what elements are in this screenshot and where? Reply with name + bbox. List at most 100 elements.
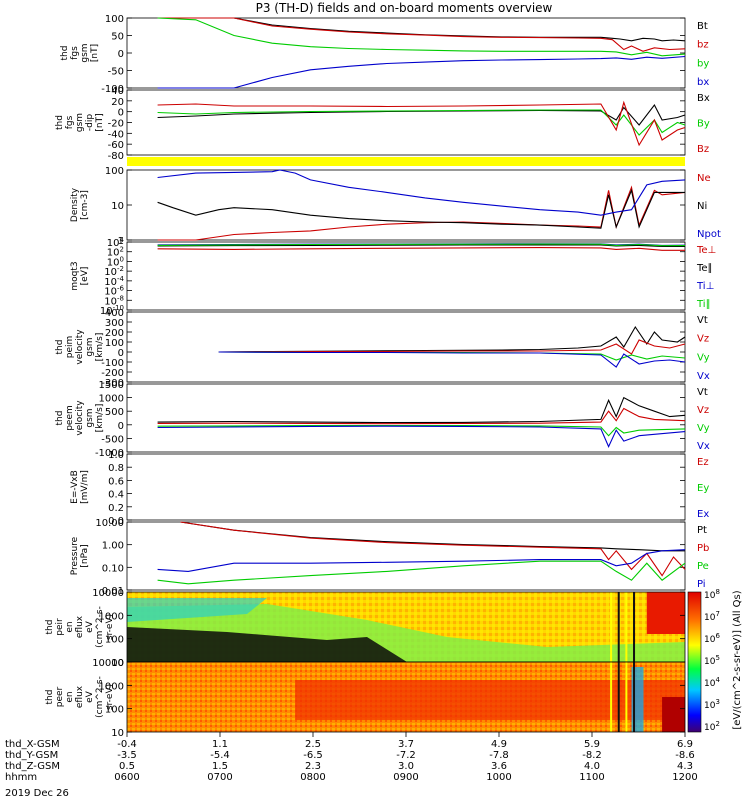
y-tick-label: 1000 (99, 394, 124, 405)
x-axis-value: -3.5 (117, 750, 137, 761)
series-line-bx (157, 55, 686, 89)
y-tick-label: 0.10 (102, 563, 124, 574)
x-axis-value: -8.2 (582, 750, 602, 761)
spectrogram-streak (625, 662, 628, 732)
y-tick-label: 10000 (92, 658, 124, 669)
panel-label-line: fgs (70, 46, 80, 60)
panel-label-line: gsm (75, 113, 85, 132)
x-axis-value: 1000 (486, 772, 511, 783)
legend-entry: Vt (697, 387, 708, 398)
y-tick-label: 20 (111, 97, 124, 108)
legend-entry: Bt (697, 21, 708, 32)
x-axis: thd_X-GSM -0.4 1.1 2.5 3.7 4.9 5.9 6.9 thd_Y-GSM… (5, 732, 698, 783)
panel-label-line: thd (55, 340, 65, 355)
series-line-Bx (157, 103, 686, 126)
series-line-bz (157, 17, 686, 52)
colorbar-tick-label: 106 (704, 632, 720, 645)
y-tick-label: 0 (118, 421, 124, 432)
panel-frame (126, 169, 686, 241)
y-tick-label: 100 (107, 255, 124, 268)
y-tick-label: 10.00 (95, 518, 124, 529)
x-axis-value: 4.0 (584, 761, 600, 772)
x-axis-row-label: thd_Y-GSM (5, 750, 58, 761)
series-line-Bz (157, 100, 686, 147)
legend-entry: Ti∥ (696, 299, 711, 310)
panel-label-line: thd (45, 620, 55, 635)
legend-entry: bz (697, 40, 709, 51)
panel-9: 10000 1000 100 10 thd peir en eflux eV (cm^2-s-sr… (45, 588, 686, 669)
panel-frame (126, 89, 686, 156)
legend-entry: Pe (697, 561, 709, 572)
panel-label-line: thd (55, 411, 65, 426)
y-tick-label: -40 (108, 129, 124, 140)
y-tick-label: 0.4 (108, 490, 124, 501)
panel-label-line: eV (85, 620, 95, 633)
panel-frame (126, 241, 686, 311)
series-line-Vz (157, 407, 686, 425)
separator-bar (127, 157, 685, 166)
panel-label-line: [km/s] (95, 333, 105, 362)
spectrogram-band-red (646, 592, 685, 634)
colorbar-unit: [eV/(cm^2-s-sr-eV)] (All Qs) (732, 590, 743, 729)
x-axis-value: 0.5 (119, 761, 135, 772)
series-line-Vz (218, 339, 686, 355)
y-tick-label: 10000 (92, 588, 124, 599)
legend-entry: Pt (697, 525, 707, 536)
y-tick-label: -500 (101, 434, 124, 445)
panel-label-line: -dip (85, 114, 95, 131)
series-line-Bt (157, 17, 686, 42)
legend-entry: Pb (697, 543, 709, 554)
y-tick-label: 100 (105, 705, 124, 716)
panel-label-line: en (65, 691, 75, 702)
x-axis-value: 4.3 (677, 761, 693, 772)
x-axis-value: 1.5 (212, 761, 228, 772)
panel-6: 1500 1000 500 0 -500 -1000 thd peem velocity gsm[… (55, 380, 710, 459)
x-axis-value: 3.6 (491, 761, 507, 772)
y-tick-label: 0 (118, 49, 124, 60)
x-axis-value: 1.1 (212, 739, 228, 750)
y-tick-label: 100 (105, 166, 124, 177)
y-tick-label: 1000 (99, 681, 124, 692)
y-tick-label: 0.0 (108, 516, 124, 527)
series-line-Vy (157, 425, 686, 437)
legend-entry: Vz (697, 405, 709, 416)
legend-entry: Te∥ (696, 263, 713, 274)
panel-label-line: thd (45, 690, 55, 705)
spectrogram-streak (617, 592, 620, 662)
spectrogram-band-black (127, 627, 407, 662)
colorbar-tick-label: 103 (704, 698, 720, 711)
plot-title: P3 (TH-D) fields and on-board moments ov… (256, 1, 553, 15)
panel-label-line: [nPa] (80, 544, 90, 567)
spectrogram-streak (633, 592, 636, 662)
panel-label-line: gsm (85, 408, 95, 427)
y-tick-label: 10-10 (100, 304, 124, 317)
y-tick-label: 10-4 (104, 275, 124, 288)
x-axis-value: 0600 (114, 772, 139, 783)
y-tick-label: 10-2 (104, 265, 124, 278)
spectrogram-band-red (295, 680, 685, 720)
y-tick-label: 102 (107, 246, 124, 259)
legend-entry: Ni (697, 201, 707, 212)
x-axis-value: 2.3 (305, 761, 321, 772)
y-tick-label: 1500 (99, 380, 124, 391)
colorbar-tick-label: 102 (704, 720, 720, 733)
legend-entry: Vx (697, 441, 710, 452)
colorbar: 108 107 106 105 104 103 102 [eV/(cm^2-s-sr-eV)… (687, 588, 743, 733)
x-axis-value: 0700 (207, 772, 232, 783)
date-label: 2019 Dec 26 (5, 788, 69, 799)
legend-entry: Vz (697, 334, 709, 345)
colorbar-tick-label: 104 (704, 676, 720, 689)
y-tick-label: 0 (118, 108, 124, 119)
legend-entry: By (697, 119, 710, 130)
legend-entry: Pi (697, 579, 706, 590)
panel-7: 1.0 0.8 0.6 0.4 0.2 0.0 E=-VxB [mV/m] Ez Ey Ex (70, 450, 709, 527)
x-axis-value: 1200 (672, 772, 697, 783)
y-tick-label: -100 (101, 84, 124, 95)
panel-label-line: (cm^2-s- (95, 676, 105, 718)
legend-entry: Npot (697, 229, 721, 240)
panel-label-line: peem (65, 405, 75, 431)
series-line-Vt (157, 396, 686, 424)
panel-label-line: peer (55, 686, 65, 707)
panel-label-line: eflux (75, 615, 85, 638)
